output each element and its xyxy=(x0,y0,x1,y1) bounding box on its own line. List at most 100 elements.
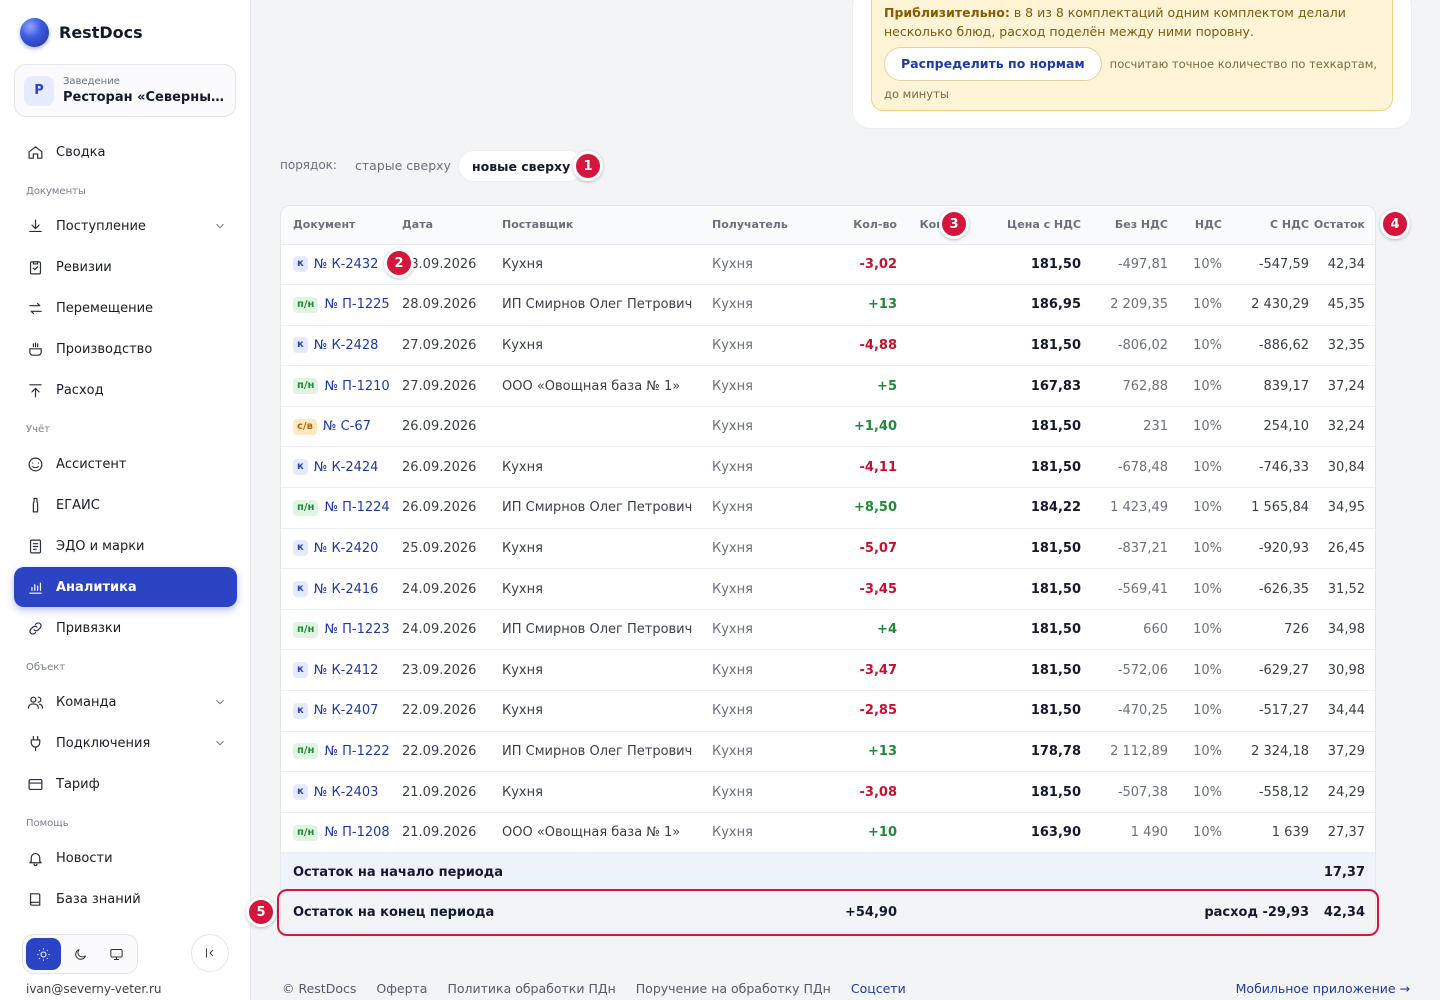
doc-cell: к № К-2416 xyxy=(281,568,402,610)
rest-cell: 32,24 xyxy=(1309,406,1375,448)
price-vat-cell: 184,22 xyxy=(957,487,1081,529)
col-recipient[interactable]: Получатель xyxy=(712,206,802,245)
vat-cell: 10% xyxy=(1168,446,1222,489)
doc-link[interactable]: № К-2424 xyxy=(313,459,379,475)
nav-edo[interactable]: ЭДО и марки xyxy=(14,527,237,565)
no-vat-cell: -569,41 xyxy=(1081,568,1168,610)
sort-label: порядок: xyxy=(280,158,337,172)
table-row[interactable]: к № К-2416 24.09.2026 Кухня Кухня -3,45 181,50… xyxy=(281,568,1375,610)
footer-assignment-link[interactable]: Поручение на обработку ПДн xyxy=(635,981,831,996)
doc-link[interactable]: № П-1223 xyxy=(324,622,390,638)
doc-link[interactable]: № К-2432 xyxy=(313,256,379,272)
table-row[interactable]: п/н № П-1210 27.09.2026 ООО «Овощная база №… xyxy=(281,365,1375,407)
doc-link[interactable]: № П-1222 xyxy=(324,743,390,759)
theme-light-button[interactable] xyxy=(26,938,61,970)
rest-cell: 37,24 xyxy=(1309,365,1375,407)
table-row[interactable]: к № К-2407 22.09.2026 Кухня Кухня -2,85 181,50… xyxy=(281,690,1375,732)
no-vat-cell: 1 423,49 xyxy=(1081,487,1168,529)
nav-production[interactable]: Производство xyxy=(14,330,237,368)
table-row[interactable]: к № К-2420 25.09.2026 Кухня Кухня -5,07 181,50… xyxy=(281,528,1375,570)
nav-expense[interactable]: Расход xyxy=(14,371,237,409)
doc-link[interactable]: № П-1224 xyxy=(324,500,390,516)
nav-summary[interactable]: Сводка xyxy=(14,133,237,171)
qty-cell: -2,85 xyxy=(802,690,897,732)
notice-title: Приблизительно: xyxy=(884,5,1010,20)
table-row[interactable]: п/н № П-1224 26.09.2026 ИП Смирнов Олег Пет… xyxy=(281,487,1375,529)
supplier-cell xyxy=(502,406,712,448)
section-accounting-label: Учёт xyxy=(26,424,50,435)
table-row[interactable]: п/н № П-1222 22.09.2026 ИП Смирнов Олег Пет… xyxy=(281,731,1375,773)
table-row[interactable]: к № К-2412 23.09.2026 Кухня Кухня -3,47 181,50… xyxy=(281,649,1375,692)
doc-cell: к № К-2428 xyxy=(281,325,402,367)
theme-dark-button[interactable] xyxy=(63,938,98,970)
supplier-cell: Кухня xyxy=(502,244,712,286)
comp-cell xyxy=(897,446,957,489)
nav-assistant[interactable]: Ассистент xyxy=(14,445,237,483)
comp-cell xyxy=(897,731,957,773)
vat-cell: 10% xyxy=(1168,325,1222,367)
nav-tariff[interactable]: Тариф xyxy=(14,765,237,803)
col-rest[interactable]: Остаток xyxy=(1309,206,1375,245)
footer-privacy-link[interactable]: Политика обработки ПДн xyxy=(447,981,616,996)
no-vat-cell: -497,81 xyxy=(1081,244,1168,286)
with-vat-cell: -558,12 xyxy=(1222,771,1309,813)
table-row[interactable]: п/н № П-1208 21.09.2026 ООО «Овощная база №… xyxy=(281,812,1375,854)
nav-bindings[interactable]: Привязки xyxy=(14,609,237,647)
doc-link[interactable]: № С-67 xyxy=(322,419,371,435)
doc-link[interactable]: № П-1208 xyxy=(324,825,390,841)
sort-new-first[interactable]: новые сверху xyxy=(458,150,585,182)
nav-incoming[interactable]: Поступление xyxy=(14,207,237,245)
doc-link[interactable]: № К-2403 xyxy=(313,784,379,800)
doc-link[interactable]: № П-1210 xyxy=(324,378,390,394)
date-cell: 26.09.2026 xyxy=(402,487,502,529)
mobile-app-link[interactable]: Мобильное приложение → xyxy=(1235,981,1410,996)
qty-cell: +4 xyxy=(802,609,897,651)
venue-selector[interactable]: Р Заведение Ресторан «Северный ветер» xyxy=(14,64,236,117)
nav-egais[interactable]: ЕГАИС xyxy=(14,486,237,524)
comp-cell xyxy=(897,812,957,854)
col-date[interactable]: Дата xyxy=(402,206,502,245)
notice-hint: посчитаю точное количество по техкартам,… xyxy=(884,57,1378,101)
sort-old-first[interactable]: старые сверху xyxy=(355,158,451,173)
recipient-cell: Кухня xyxy=(712,446,802,489)
doc-link[interactable]: № К-2412 xyxy=(313,662,379,678)
nav-kb[interactable]: База знаний xyxy=(14,880,237,918)
col-no-vat[interactable]: Без НДС xyxy=(1081,206,1168,245)
table-row[interactable]: п/н № П-1223 24.09.2026 ИП Смирнов Олег Пет… xyxy=(281,609,1375,651)
table-row[interactable]: к № К-2424 26.09.2026 Кухня Кухня -4,11 181,50… xyxy=(281,446,1375,489)
doc-link[interactable]: № К-2420 xyxy=(313,540,379,556)
with-vat-cell: -886,62 xyxy=(1222,325,1309,367)
table-row[interactable]: с/в № С-67 26.09.2026 Кухня +1,40 181,50 231 10… xyxy=(281,406,1375,448)
footer-offer-link[interactable]: Оферта xyxy=(376,981,428,996)
footer-social-link[interactable]: Соцсети xyxy=(850,981,906,996)
nav-team[interactable]: Команда xyxy=(14,683,237,721)
col-doc[interactable]: Документ xyxy=(281,206,402,245)
col-supplier[interactable]: Поставщик xyxy=(502,206,712,245)
doc-link[interactable]: № К-2407 xyxy=(313,703,379,719)
nav-transfer[interactable]: Перемещение xyxy=(14,289,237,327)
table-row[interactable]: п/н № П-1225 28.09.2026 ИП Смирнов Олег Пет… xyxy=(281,284,1375,326)
end-balance-expense: расход -29,93 xyxy=(1168,891,1309,932)
qty-cell: +13 xyxy=(802,284,897,326)
nav-analytics[interactable]: Аналитика xyxy=(14,567,237,607)
nav-audits[interactable]: Ревизии xyxy=(14,248,237,286)
doc-link[interactable]: № К-2428 xyxy=(313,337,379,353)
collapse-sidebar-button[interactable] xyxy=(191,934,229,972)
nav-connections[interactable]: Подключения xyxy=(14,724,237,762)
doc-link[interactable]: № П-1225 xyxy=(324,297,390,313)
col-qty[interactable]: Кол-во xyxy=(802,206,897,245)
table-row[interactable]: к № К-2432 28.09.2026 Кухня Кухня -3,02 181,50… xyxy=(281,244,1375,286)
col-price-vat[interactable]: Цена с НДС xyxy=(957,206,1081,245)
col-vat[interactable]: НДС xyxy=(1168,206,1222,245)
distribute-by-norms-button[interactable]: Распределить по нормам xyxy=(884,47,1102,81)
col-with-vat[interactable]: С НДС xyxy=(1222,206,1309,245)
price-vat-cell: 181,50 xyxy=(957,568,1081,610)
table-row[interactable]: к № К-2403 21.09.2026 Кухня Кухня -3,08 181,50… xyxy=(281,771,1375,813)
table-row[interactable]: к № К-2428 27.09.2026 Кухня Кухня -4,88 181,50… xyxy=(281,325,1375,367)
doc-link[interactable]: № К-2416 xyxy=(313,581,379,597)
nav-news[interactable]: Новости xyxy=(14,839,237,877)
theme-system-button[interactable] xyxy=(99,938,134,970)
app-logo[interactable]: RestDocs xyxy=(20,18,143,47)
with-vat-cell: -746,33 xyxy=(1222,446,1309,489)
rest-cell: 31,52 xyxy=(1309,568,1375,610)
